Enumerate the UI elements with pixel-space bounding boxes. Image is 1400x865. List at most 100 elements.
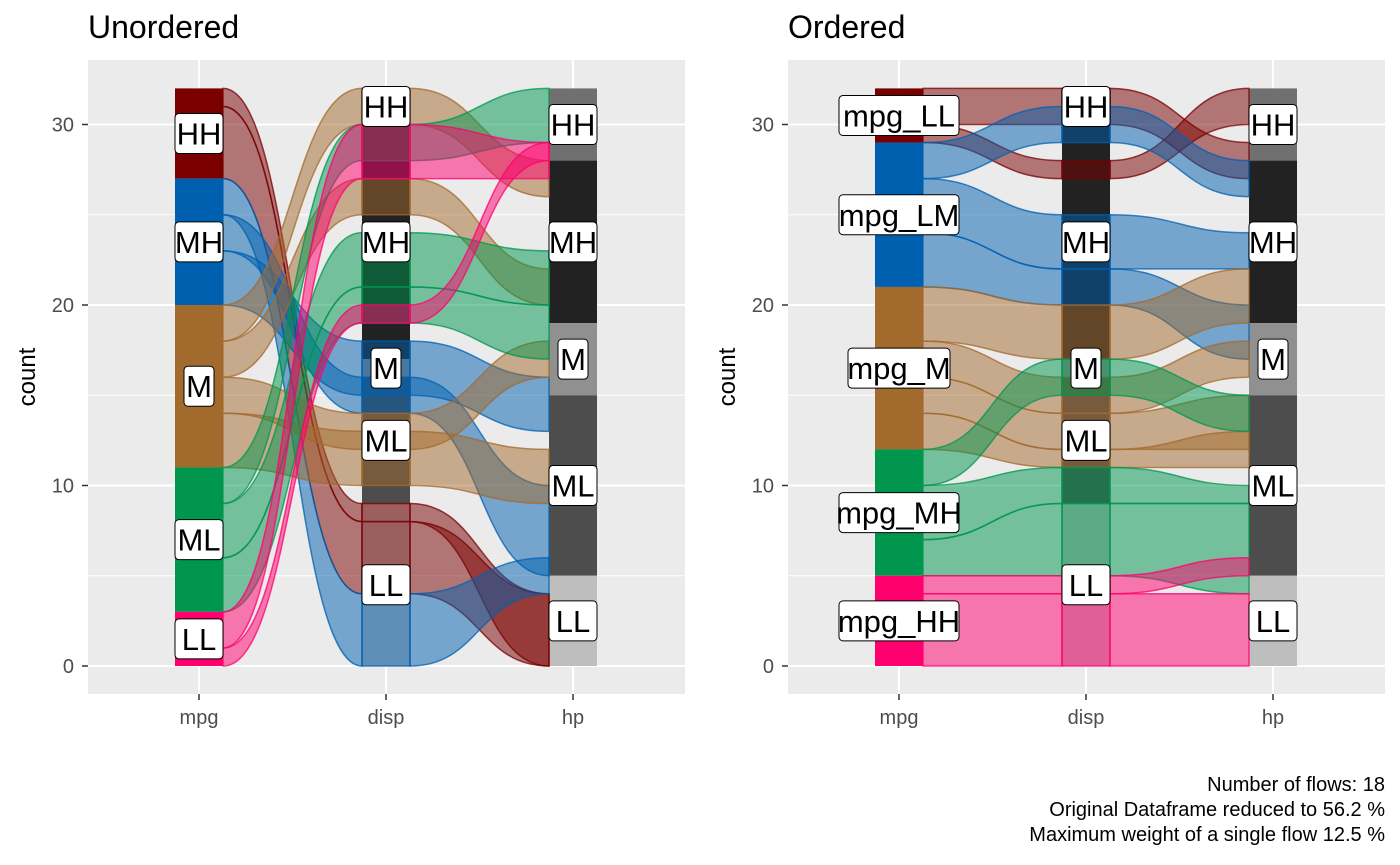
stratum-label: HH	[1248, 104, 1298, 145]
stratum-label-box	[1257, 338, 1289, 380]
stratum-label: MH	[361, 221, 411, 263]
stratum-label-text: MH	[1249, 225, 1297, 260]
stratum-label-box	[1248, 600, 1298, 642]
stratum-label: HH	[1061, 85, 1111, 127]
stratum-label: HH	[548, 104, 598, 145]
x-tick-label: disp	[368, 707, 405, 729]
stratum-label-text: HH	[551, 108, 596, 143]
stratum-label-box	[838, 194, 960, 236]
stratum-label-box	[838, 94, 960, 136]
stratum-label-box	[1061, 419, 1111, 461]
caption-flows: Number of flows: 18	[1207, 774, 1385, 796]
stratum-label-text: mpg_HH	[838, 604, 960, 639]
stratum-label: MH	[548, 221, 598, 263]
stratum-label-box	[1061, 85, 1111, 127]
stratum-label-box	[361, 564, 411, 606]
y-axis-title: count	[714, 347, 741, 406]
flow-segment	[922, 574, 1063, 595]
y-tick-label: 30	[752, 115, 774, 137]
stratum-label-box	[361, 221, 411, 263]
stratum-label-box	[847, 347, 951, 389]
stratum-label: ML	[548, 465, 598, 506]
flow-segment	[409, 141, 550, 324]
stratum-label: LL	[361, 564, 411, 606]
stratum-label: ML	[361, 419, 411, 461]
y-tick-label: 30	[52, 115, 74, 137]
y-tick-label: 20	[52, 295, 74, 317]
stratum-label-text: LL	[182, 622, 216, 657]
plot-caption: Number of flows: 18 Original Dataframe r…	[1029, 773, 1385, 848]
stratum-label: M	[1257, 338, 1289, 380]
x-tick-label: hp	[1262, 707, 1284, 729]
stratum-label-text: ML	[551, 469, 594, 504]
stratum-label: M	[183, 365, 215, 407]
flow	[222, 141, 550, 667]
stratum-label-text: M	[1073, 351, 1099, 386]
stratum-label-box	[174, 221, 224, 263]
stratum-label-text: M	[560, 342, 586, 377]
panel-title: Ordered	[788, 9, 905, 45]
stratum-label: ML	[174, 519, 224, 561]
stratum-label-text: mpg_LL	[843, 98, 955, 133]
y-tick-label: 0	[763, 656, 774, 678]
stratum-label-text: LL	[1256, 604, 1290, 639]
flow-segment	[1109, 593, 1250, 667]
stratum-label: M	[370, 347, 402, 389]
stratum-label-box	[1248, 221, 1298, 263]
stratum-label-text: LL	[556, 604, 590, 639]
flow-segment	[361, 123, 411, 180]
stratum-label-box	[1248, 465, 1298, 506]
x-tick-label: hp	[562, 707, 584, 729]
flow-segment	[1109, 556, 1250, 595]
stratum-label-text: ML	[177, 523, 220, 558]
stratum-label: mpg_MH	[836, 492, 962, 534]
stratum-label-box	[174, 618, 224, 660]
stratum-label-text: M	[373, 351, 399, 386]
y-tick-label: 20	[752, 295, 774, 317]
x-tick-label: disp	[1068, 707, 1105, 729]
stratum-label-box	[1070, 347, 1102, 389]
stratum-label-box	[183, 365, 215, 407]
stratum-label: mpg_LL	[838, 94, 960, 136]
stratum-label: M	[1070, 347, 1102, 389]
y-tick-label: 10	[52, 476, 74, 498]
stratum-label: HH	[174, 113, 224, 155]
x-tick-label: mpg	[880, 707, 919, 729]
stratum-label-box	[1061, 564, 1111, 606]
flow-segment	[409, 556, 550, 667]
stratum-label-text: LL	[1069, 568, 1103, 603]
flow-segment	[1061, 466, 1111, 505]
stratum-label-text: LL	[369, 568, 403, 603]
flow-segment	[1109, 105, 1250, 198]
stratum-label-text: MH	[1062, 225, 1110, 260]
stratum-label-text: M	[186, 369, 212, 404]
stratum-label-box	[1248, 104, 1298, 145]
flow-segment	[1109, 358, 1250, 433]
flow-segment	[361, 304, 411, 324]
stratum-label: MH	[174, 221, 224, 263]
stratum-label-box	[838, 492, 960, 534]
stratum-label-text: mpg_M	[847, 351, 950, 386]
stratum-label-box	[361, 419, 411, 461]
stratum-label-text: HH	[364, 89, 409, 124]
flow-segment	[361, 502, 411, 523]
stratum-label-text: MH	[362, 225, 410, 260]
y-tick-label: 0	[63, 656, 74, 678]
stratum-label: LL	[174, 618, 224, 660]
stratum-label-box	[174, 113, 224, 155]
chart-area: HH MH M ML LL HH MH M ML LL HH MH M ML LL 0 10 20 30 mpg dis…	[14, 9, 1385, 729]
flow-segment	[1109, 268, 1250, 360]
stratum-label-box	[548, 465, 598, 506]
flow-segment	[1061, 268, 1111, 306]
flow-segment	[1061, 159, 1111, 180]
stratum-label: MH	[1248, 221, 1298, 263]
stratum-label: mpg_HH	[838, 600, 960, 642]
y-tick-label: 10	[752, 476, 774, 498]
panel-unordered: HH MH M ML LL HH MH M ML LL HH MH M ML LL 0 10 20 30 mpg dis…	[14, 9, 685, 729]
stratum-label-box	[361, 85, 411, 127]
stratum-label: HH	[361, 85, 411, 127]
stratum-label: M	[557, 338, 589, 380]
stratum-label: ML	[1248, 465, 1298, 506]
flow	[922, 593, 1250, 667]
stratum-label: LL	[548, 600, 598, 642]
